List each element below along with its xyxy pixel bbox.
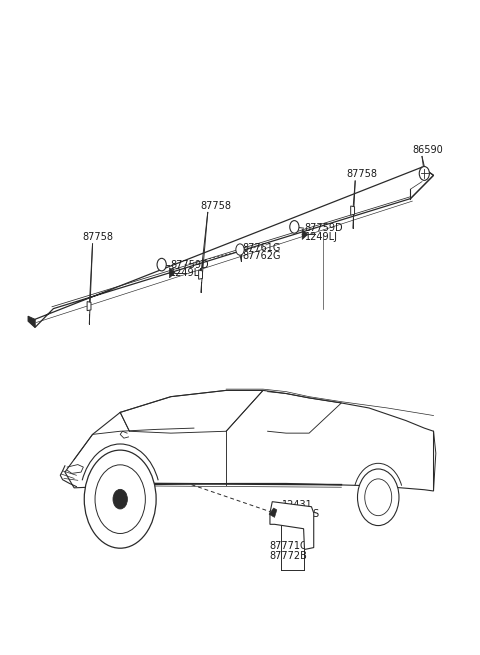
Polygon shape [302, 229, 308, 240]
Polygon shape [199, 270, 203, 279]
Polygon shape [35, 167, 433, 328]
Text: 12431: 12431 [282, 500, 313, 510]
Text: 87758: 87758 [83, 232, 113, 242]
Text: 87758: 87758 [346, 169, 377, 179]
Circle shape [236, 244, 244, 255]
Text: 87759D: 87759D [170, 259, 209, 270]
Text: 1249LJ: 1249LJ [170, 269, 203, 278]
Text: 1249LJ: 1249LJ [304, 232, 337, 242]
Text: 86590: 86590 [413, 145, 444, 155]
Text: 87758: 87758 [200, 200, 231, 210]
Polygon shape [351, 206, 355, 215]
Polygon shape [269, 508, 277, 517]
Circle shape [290, 221, 299, 233]
Circle shape [84, 450, 156, 548]
Circle shape [95, 465, 145, 533]
Text: 87756S: 87756S [282, 509, 320, 519]
Text: 87771C: 87771C [269, 541, 307, 552]
Polygon shape [270, 502, 314, 550]
Polygon shape [87, 301, 91, 310]
Circle shape [419, 166, 430, 180]
Text: 87762G: 87762G [242, 252, 281, 261]
Text: 87761G: 87761G [242, 242, 281, 253]
Text: 87759D: 87759D [304, 223, 343, 233]
Circle shape [358, 469, 399, 525]
Polygon shape [28, 316, 35, 328]
Polygon shape [169, 268, 175, 278]
Polygon shape [65, 390, 433, 491]
Text: 87772B: 87772B [269, 551, 307, 561]
Circle shape [365, 479, 392, 515]
Circle shape [113, 489, 127, 509]
Circle shape [157, 258, 166, 271]
